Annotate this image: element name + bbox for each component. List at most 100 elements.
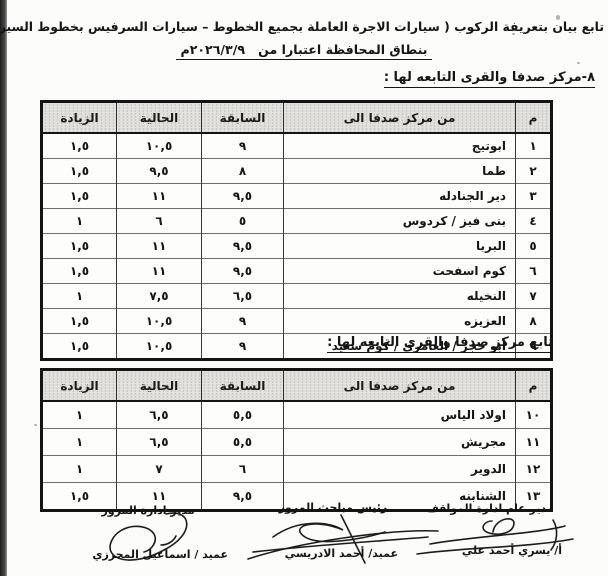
signature-title: رئيس مباحث المرور — [278, 501, 388, 514]
column-header-increase: الزيادة — [41, 369, 117, 402]
fare-increase: ١,٥ — [41, 308, 117, 334]
fare-increase: ١ — [41, 208, 117, 234]
scan-noise-dot — [34, 424, 37, 426]
previous-fare: ٩ — [201, 132, 284, 159]
destination-name: البربا — [283, 233, 516, 259]
signature-scribble — [109, 512, 188, 561]
current-fare: ٧,٥ — [116, 283, 202, 309]
previous-fare: ٩,٥ — [201, 258, 284, 284]
signature-block-parking-director: مدير عام ادارة المواقف أ/ يسري أحمد علي — [400, 502, 580, 557]
row-number: ٥ — [515, 233, 552, 259]
previous-fare: ٩ — [201, 333, 284, 360]
document-subtitle: بنطاق المحافظة اعتبارا من ٢٠٢٦/٣/٩م — [0, 42, 608, 60]
fare-table-row: ١٠ اولاد الياس ٥,٥ ٦,٥ ١ — [41, 400, 552, 429]
destination-name: طما — [283, 158, 516, 184]
previous-fare: ٥ — [201, 208, 284, 234]
fare-table-row: ٤ بنى فيز / كردوس ٥ ٦ ١ — [41, 208, 552, 234]
scan-edge-artifact — [0, 0, 7, 576]
fare-table-row: ٦ كوم اسفحت ٩,٥ ١١ ١,٥ — [41, 258, 552, 284]
destination-name: النخيله — [283, 283, 516, 309]
row-number: ٨ — [515, 308, 552, 334]
fare-table-row: ١٢ الدوير ٦ ٧ ١ — [41, 455, 552, 483]
current-fare: ٩,٥ — [116, 158, 202, 184]
row-number: ١ — [515, 132, 552, 159]
column-header-previous: السابقة — [201, 369, 284, 402]
current-fare: ١٠,٥ — [116, 132, 202, 159]
fare-increase: ١ — [41, 455, 117, 483]
fare-table-row: ٣ دير الجنادله ٩,٥ ١١ ١,٥ — [41, 183, 552, 209]
scan-noise-dot — [512, 33, 515, 35]
fare-table-row: ١ ابوتيج ٩ ١٠,٥ ١,٥ — [41, 132, 552, 159]
row-number: ١١ — [515, 428, 552, 456]
document-title: تابع بيان بتعريفة الركوب ( سيارات الاجرة… — [0, 19, 604, 34]
previous-fare: ٦,٥ — [201, 283, 284, 309]
row-number: ١٣ — [515, 482, 552, 511]
fare-table-row: ٨ العزيزه ٩ ١٠,٥ ١,٥ — [41, 308, 552, 334]
section-title-sadfa-continued: تابع مركز صدفا والقرى التابعه لها : — [327, 335, 553, 353]
signature-scribble — [247, 514, 439, 564]
destination-name: دير الجنادله — [283, 183, 516, 209]
current-fare: ١٠,٥ — [116, 308, 202, 334]
fare-increase: ١,٥ — [41, 132, 117, 159]
fare-table-row: ٧ النخيله ٦,٥ ٧,٥ ١ — [41, 283, 552, 309]
row-number: ١٢ — [515, 455, 552, 483]
fare-increase: ١ — [41, 428, 117, 456]
scan-noise-dot — [577, 62, 580, 64]
destination-name: ابوتيج — [283, 132, 516, 159]
current-fare: ٦ — [116, 208, 202, 234]
row-number: ٦ — [515, 258, 552, 284]
column-header-increase: الزيادة — [41, 101, 117, 134]
fare-table-row: ٢ طما ٨ ٩,٥ ١,٥ — [41, 158, 552, 184]
fare-table-row: ١١ مجريش ٥,٥ ٦,٥ ١ — [41, 428, 552, 456]
signature-title: مدير عام ادارة المواقف — [426, 502, 554, 515]
fare-table-row: ٩ ابو حجر / العامرى / كوم سعيد ٩ ١٠,٥ ١,… — [41, 333, 552, 360]
current-fare: ١١ — [116, 233, 202, 259]
current-fare: ٦,٥ — [116, 400, 202, 429]
table-header-row: م من مركز صدفا الى السابقة الحالية الزيا… — [41, 101, 552, 134]
effective-date-line: بنطاق المحافظة اعتبارا من ٢٠٢٦/٣/٩م — [176, 42, 432, 60]
signature-block-traffic-department-director: مدير ادارة المرور عميد / اسماعيل المحرزي — [58, 504, 238, 561]
fare-table-row: ١٣ الشنابنه ٩,٥ ١١ ١,٥ — [41, 482, 552, 511]
previous-fare: ٦ — [201, 455, 284, 483]
destination-name: كوم اسفحت — [283, 258, 516, 284]
row-number: ٣ — [515, 183, 552, 209]
destination-name: ابو حجر / العامرى / كوم سعيد — [283, 333, 516, 360]
destination-name: الشنابنه — [283, 482, 516, 511]
current-fare: ٧ — [116, 455, 202, 483]
destination-name: بنى فيز / كردوس — [283, 208, 516, 234]
fare-increase: ١,٥ — [41, 158, 117, 184]
signature-name: عميد / اسماعيل المحرزي — [92, 548, 228, 561]
current-fare: ١١ — [116, 258, 202, 284]
fare-increase: ١ — [41, 400, 117, 429]
signature-name: أ/ يسري أحمد علي — [461, 544, 562, 557]
previous-fare: ٨ — [201, 158, 284, 184]
row-number: ٧ — [515, 283, 552, 309]
signature-block-traffic-investigations-chief: رئيس مباحث المرور عميد/ أحمد الادريسي — [243, 501, 439, 564]
signature-name: عميد/ أحمد الادريسي — [284, 547, 398, 560]
fare-increase: ١,٥ — [41, 482, 117, 511]
previous-fare: ٩,٥ — [201, 482, 284, 511]
destination-name: اولاد الياس — [283, 400, 516, 429]
signature-scribble — [416, 518, 574, 555]
fare-increase: ١,٥ — [41, 233, 117, 259]
destination-name: العزيزه — [283, 308, 516, 334]
column-header-number: م — [515, 369, 552, 402]
current-fare: ١١ — [116, 482, 202, 511]
fare-increase: ١,٥ — [41, 258, 117, 284]
destination-name: مجريش — [283, 428, 516, 456]
fare-table-row: ٥ البربا ٩,٥ ١١ ١,٥ — [41, 233, 552, 259]
previous-fare: ٥,٥ — [201, 400, 284, 429]
previous-fare: ٩,٥ — [201, 233, 284, 259]
fare-increase: ١ — [41, 283, 117, 309]
fare-increase: ١,٥ — [41, 333, 117, 360]
row-number: ٩ — [515, 333, 552, 360]
current-fare: ٦,٥ — [116, 428, 202, 456]
fare-increase: ١,٥ — [41, 183, 117, 209]
previous-fare: ٩,٥ — [201, 183, 284, 209]
row-number: ٤ — [515, 208, 552, 234]
column-header-number: م — [515, 101, 552, 134]
column-header-current: الحالية — [116, 101, 202, 134]
column-header-previous: السابقة — [201, 101, 284, 134]
table-header-row: م من مركز صدفا الى السابقة الحالية الزيا… — [41, 369, 552, 402]
row-number: ١٠ — [515, 400, 552, 429]
